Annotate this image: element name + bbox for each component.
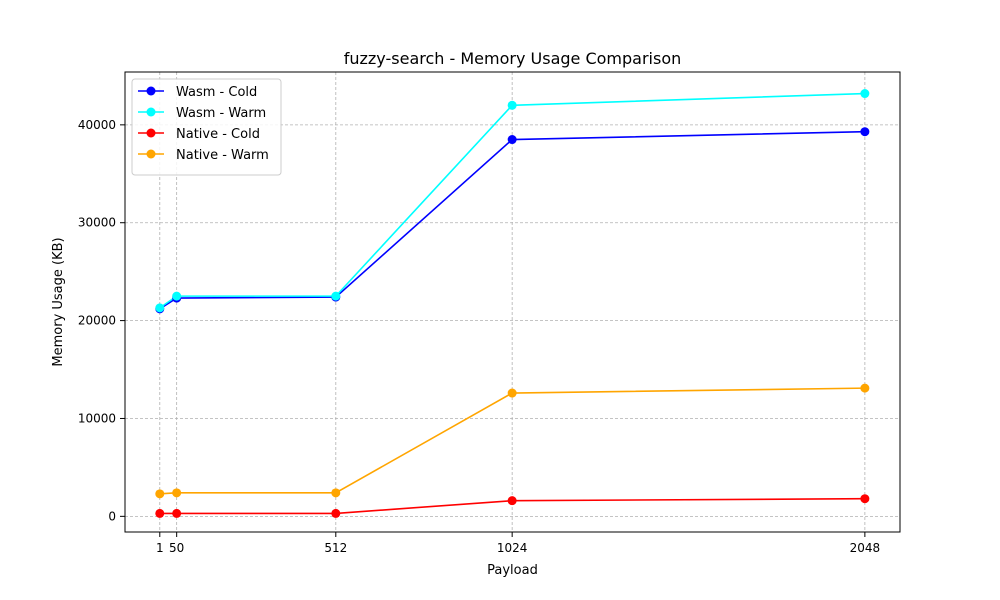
- y-axis-label: Memory Usage (KB): [51, 237, 66, 366]
- legend-label: Native - Cold: [176, 127, 260, 142]
- data-point-native-warm: [860, 383, 870, 393]
- data-point-native-cold: [172, 508, 182, 518]
- data-point-native-cold: [155, 508, 165, 518]
- y-tick-label: 30000: [78, 216, 116, 230]
- x-tick-label: 1: [156, 541, 164, 555]
- legend-swatch-marker: [146, 86, 156, 96]
- data-point-wasm-warm: [172, 291, 182, 301]
- legend: Wasm - Cold Wasm - Warm Native - Cold Nativ…: [131, 78, 282, 176]
- x-axis-ticks: 1 50 512 1024 2048: [156, 532, 880, 555]
- data-point-native-cold: [860, 494, 870, 504]
- y-tick-label: 10000: [78, 411, 116, 425]
- y-tick-label: 40000: [78, 118, 116, 132]
- data-point-wasm-warm: [155, 303, 165, 313]
- data-point-wasm-cold: [507, 135, 517, 145]
- legend-swatch-marker: [146, 107, 156, 117]
- legend-label: Wasm - Cold: [176, 85, 257, 100]
- x-tick-label: 512: [324, 541, 347, 555]
- data-point-native-warm: [155, 489, 165, 499]
- legend-swatch-marker: [146, 128, 156, 138]
- legend-label: Native - Warm: [176, 148, 269, 163]
- y-axis-ticks: 0 10000 20000 30000 40000: [78, 118, 125, 523]
- legend-label: Wasm - Warm: [176, 106, 266, 121]
- data-point-native-cold: [331, 508, 341, 518]
- data-point-wasm-cold: [860, 127, 870, 137]
- legend-swatch-marker: [146, 149, 156, 159]
- y-tick-label: 20000: [78, 314, 116, 328]
- data-point-wasm-warm: [860, 89, 870, 99]
- data-point-wasm-warm: [331, 291, 341, 301]
- data-point-native-warm: [172, 488, 182, 498]
- data-point-wasm-warm: [507, 100, 517, 110]
- data-point-native-cold: [507, 496, 517, 506]
- x-tick-label: 2048: [850, 541, 881, 555]
- data-point-native-warm: [507, 388, 517, 398]
- series-markers: [155, 89, 870, 518]
- y-tick-label: 0: [108, 509, 116, 523]
- data-point-native-warm: [331, 488, 341, 498]
- x-tick-label: 1024: [497, 541, 528, 555]
- x-axis-label: Payload: [487, 563, 538, 578]
- chart-title: fuzzy-search - Memory Usage Comparison: [344, 49, 682, 68]
- x-tick-label: 50: [169, 541, 184, 555]
- legend-box: [131, 78, 282, 176]
